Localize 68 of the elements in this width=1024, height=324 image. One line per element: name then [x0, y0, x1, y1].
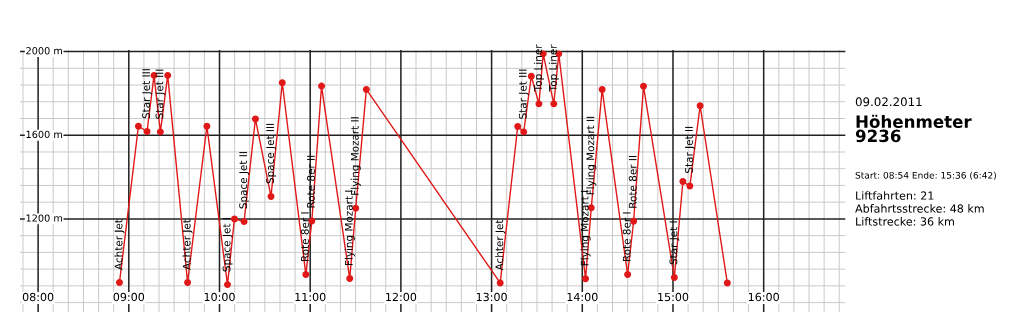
point: [224, 281, 231, 289]
annotation: Flying Mozart II: [350, 117, 361, 195]
point: [302, 271, 310, 279]
point: [624, 271, 632, 279]
point: [723, 279, 731, 287]
x-tick-label: 09:00: [113, 292, 145, 302]
annotation: Star Jet III: [142, 69, 152, 119]
point: [115, 279, 123, 286]
point: [640, 82, 647, 90]
annotation: Top Liner: [533, 44, 544, 92]
point: [203, 122, 211, 130]
x-tick-label: 12:00: [386, 292, 417, 302]
x-tick-label: 08:00: [22, 292, 54, 302]
x-tick-label: 16:00: [748, 292, 779, 302]
x-tick-label: 11:00: [295, 292, 326, 302]
point: [362, 85, 370, 93]
point: [143, 128, 151, 135]
point: [598, 85, 606, 93]
y-tick-label: 1600 m: [26, 130, 62, 139]
annotation: Rote 8er II: [628, 156, 637, 208]
point: [278, 79, 286, 87]
point: [267, 193, 275, 201]
annotation: Space Jet II: [239, 152, 250, 209]
point: [514, 122, 522, 130]
x-tick-label: 15:00: [658, 292, 689, 302]
y-tick-label: 2000 m: [26, 47, 62, 55]
annotation: Rote 8er I: [622, 212, 631, 262]
point: [527, 72, 535, 80]
annotation: Achter Jet: [114, 219, 125, 270]
text: Liftfahrten: 21: [856, 191, 934, 200]
annotation: Star Jet II: [685, 126, 695, 173]
point: [520, 128, 528, 136]
point: [535, 100, 543, 108]
point: [582, 275, 590, 283]
annotation: Achter Jet: [182, 219, 193, 270]
annotation: Space Jet I: [222, 218, 233, 272]
annotation: Top Liner: [548, 44, 559, 92]
point: [550, 100, 558, 108]
annotation: Space Jet III: [266, 123, 277, 184]
point: [670, 274, 678, 281]
x-tick-label: 13:00: [476, 292, 507, 302]
point: [496, 279, 504, 287]
annotation: Star Jet III: [518, 69, 529, 119]
point: [686, 182, 694, 190]
annotation: Star Jet I: [669, 221, 680, 265]
annotation: Star Jet III: [155, 69, 166, 119]
x-tick-label: 14:00: [567, 292, 598, 302]
point: [318, 82, 326, 90]
y-tick-label: 1200 m: [26, 214, 62, 222]
text: Höhenmeter 9236: [855, 114, 972, 143]
point: [156, 128, 164, 136]
point: [134, 122, 142, 130]
point: [164, 71, 172, 79]
point: [230, 215, 238, 223]
text: Start: 08:54 Ende: 15:36 (6:42): [855, 171, 996, 180]
point: [696, 102, 704, 110]
annotation: Rote 8er I: [300, 212, 309, 262]
text: Abfahrtsstrecke: 48 km: [855, 204, 984, 213]
point: [184, 279, 192, 286]
text: 09.02.2011: [855, 97, 922, 107]
annotation: Achter Jet: [495, 219, 506, 271]
point: [251, 115, 259, 123]
annotation: Rote 8er II: [306, 155, 315, 208]
point: [679, 178, 687, 185]
text: Liftstrecke: 36 km: [856, 217, 954, 226]
x-tick-label: 10:00: [204, 292, 235, 302]
point: [346, 275, 354, 283]
point: [240, 218, 248, 226]
